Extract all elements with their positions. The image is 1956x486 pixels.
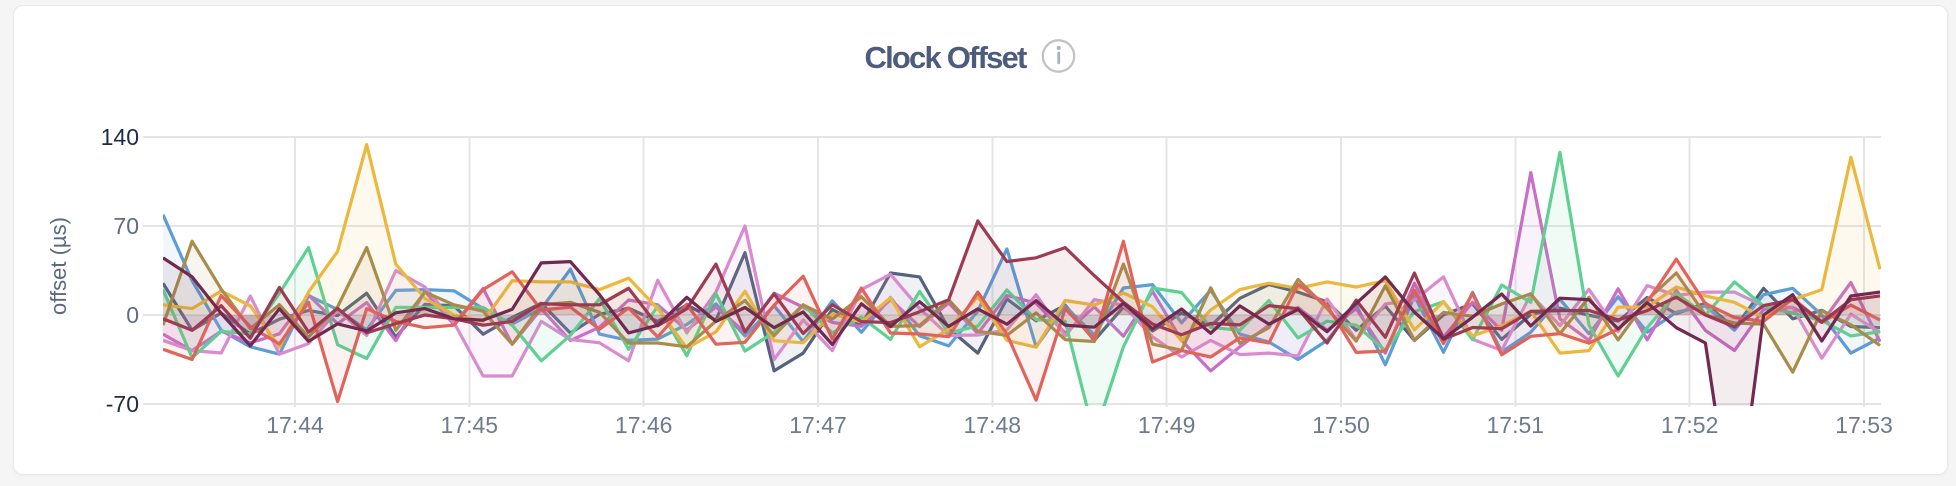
svg-text:17:47: 17:47 — [789, 412, 847, 438]
svg-text:offset (µs): offset (µs) — [46, 217, 71, 315]
svg-text:17:48: 17:48 — [964, 412, 1022, 438]
svg-text:17:45: 17:45 — [441, 412, 499, 438]
svg-text:17:53: 17:53 — [1835, 412, 1893, 438]
svg-text:17:50: 17:50 — [1312, 412, 1370, 438]
svg-text:17:46: 17:46 — [615, 412, 673, 438]
svg-text:17:44: 17:44 — [266, 412, 324, 438]
svg-text:17:49: 17:49 — [1138, 412, 1196, 438]
svg-text:Clock Offset: Clock Offset — [865, 40, 1027, 75]
svg-text:70: 70 — [113, 213, 139, 239]
svg-text:0: 0 — [126, 302, 139, 328]
svg-text:-70: -70 — [106, 391, 139, 417]
svg-text:17:52: 17:52 — [1661, 412, 1719, 438]
svg-text:17:51: 17:51 — [1487, 412, 1545, 438]
svg-text:140: 140 — [101, 124, 139, 150]
